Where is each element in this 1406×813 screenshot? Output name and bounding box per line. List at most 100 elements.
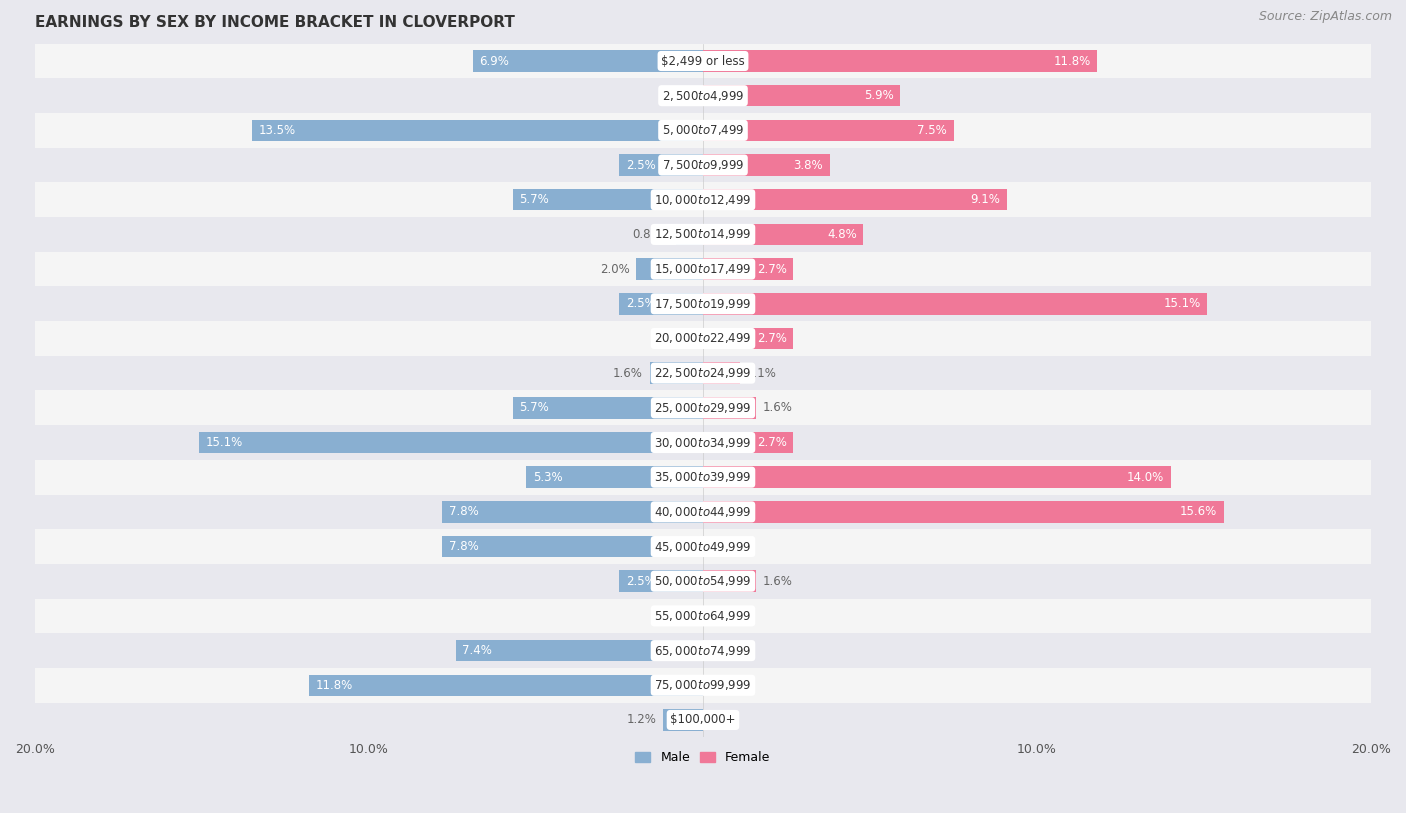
Text: 2.0%: 2.0% [600,263,630,276]
Bar [35,148,1371,182]
Bar [703,501,1225,523]
Bar [35,633,1371,668]
Bar [620,154,703,176]
Bar [703,224,863,246]
Text: 5.7%: 5.7% [519,402,548,415]
Bar [472,50,703,72]
Text: 5.9%: 5.9% [863,89,893,102]
Text: $10,000 to $12,499: $10,000 to $12,499 [654,193,752,207]
Text: 6.9%: 6.9% [479,54,509,67]
Bar [309,675,703,696]
Bar [703,120,953,141]
Bar [526,467,703,488]
Bar [443,536,703,557]
Text: Source: ZipAtlas.com: Source: ZipAtlas.com [1258,10,1392,23]
Text: 0.82%: 0.82% [631,228,669,241]
Bar [513,189,703,211]
Text: 0.0%: 0.0% [710,679,740,692]
Bar [676,224,703,246]
Bar [650,363,703,384]
Bar [35,78,1371,113]
Text: 11.8%: 11.8% [315,679,353,692]
Text: 0.0%: 0.0% [710,610,740,623]
Text: 5.3%: 5.3% [533,471,562,484]
Bar [703,259,793,280]
Text: 7.8%: 7.8% [449,506,479,519]
Text: $2,499 or less: $2,499 or less [661,54,745,67]
Bar [35,668,1371,702]
Bar [703,571,756,592]
Bar [252,120,703,141]
Legend: Male, Female: Male, Female [630,746,776,769]
Text: $65,000 to $74,999: $65,000 to $74,999 [654,644,752,658]
Bar [443,501,703,523]
Bar [35,286,1371,321]
Text: 0.0%: 0.0% [666,332,696,345]
Bar [35,494,1371,529]
Bar [636,259,703,280]
Text: 0.0%: 0.0% [666,610,696,623]
Bar [703,363,740,384]
Bar [35,113,1371,148]
Bar [703,293,1208,315]
Text: $7,500 to $9,999: $7,500 to $9,999 [662,158,744,172]
Text: 7.5%: 7.5% [917,124,946,137]
Bar [703,328,793,350]
Text: 2.7%: 2.7% [756,332,786,345]
Text: 14.0%: 14.0% [1126,471,1164,484]
Text: 3.8%: 3.8% [793,159,824,172]
Bar [35,598,1371,633]
Text: $22,500 to $24,999: $22,500 to $24,999 [654,366,752,380]
Bar [662,709,703,731]
Bar [35,460,1371,494]
Text: 15.6%: 15.6% [1180,506,1218,519]
Text: 15.1%: 15.1% [205,436,243,449]
Text: 0.0%: 0.0% [710,540,740,553]
Bar [703,397,756,419]
Text: 1.6%: 1.6% [613,367,643,380]
Text: 9.1%: 9.1% [970,193,1000,207]
Text: $55,000 to $64,999: $55,000 to $64,999 [654,609,752,623]
Text: 1.6%: 1.6% [763,575,793,588]
Bar [703,50,1097,72]
Bar [35,702,1371,737]
Text: 0.0%: 0.0% [710,714,740,727]
Bar [703,189,1007,211]
Text: 2.7%: 2.7% [756,436,786,449]
Bar [35,321,1371,356]
Text: $40,000 to $44,999: $40,000 to $44,999 [654,505,752,519]
Bar [513,397,703,419]
Text: 1.6%: 1.6% [763,402,793,415]
Text: $12,500 to $14,999: $12,500 to $14,999 [654,228,752,241]
Text: $17,500 to $19,999: $17,500 to $19,999 [654,297,752,311]
Bar [35,182,1371,217]
Text: 7.4%: 7.4% [463,644,492,657]
Text: 1.2%: 1.2% [626,714,657,727]
Bar [620,571,703,592]
Text: $50,000 to $54,999: $50,000 to $54,999 [654,574,752,589]
Text: $2,500 to $4,999: $2,500 to $4,999 [662,89,744,102]
Bar [703,85,900,107]
Bar [35,217,1371,252]
Text: 5.7%: 5.7% [519,193,548,207]
Text: $15,000 to $17,499: $15,000 to $17,499 [654,262,752,276]
Text: 2.5%: 2.5% [626,159,657,172]
Text: $20,000 to $22,499: $20,000 to $22,499 [654,332,752,346]
Bar [35,529,1371,564]
Text: $45,000 to $49,999: $45,000 to $49,999 [654,540,752,554]
Bar [35,356,1371,390]
Text: EARNINGS BY SEX BY INCOME BRACKET IN CLOVERPORT: EARNINGS BY SEX BY INCOME BRACKET IN CLO… [35,15,515,30]
Text: $5,000 to $7,499: $5,000 to $7,499 [662,124,744,137]
Text: 2.5%: 2.5% [626,298,657,311]
Text: 13.5%: 13.5% [259,124,295,137]
Bar [703,432,793,454]
Text: 0.0%: 0.0% [666,89,696,102]
Text: $75,000 to $99,999: $75,000 to $99,999 [654,678,752,693]
Bar [35,44,1371,78]
Bar [456,640,703,661]
Bar [703,154,830,176]
Text: $100,000+: $100,000+ [671,714,735,727]
Bar [198,432,703,454]
Bar [35,390,1371,425]
Bar [35,564,1371,598]
